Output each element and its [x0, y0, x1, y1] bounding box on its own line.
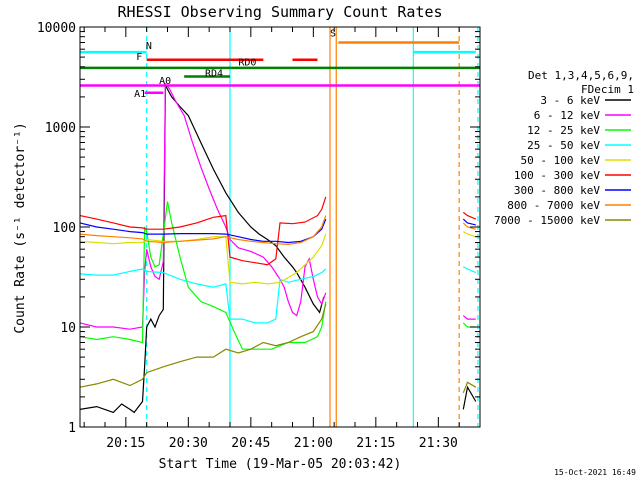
y-axis-label: Count Rate (s⁻¹ detector⁻¹): [13, 122, 28, 333]
series-line-5: [79, 196, 327, 266]
right-edge-series-8: [462, 385, 477, 410]
annotation-F: F: [136, 52, 142, 63]
annotation-RD4: RD4: [205, 68, 223, 79]
right-edge-series-3: [462, 231, 476, 238]
right-edge-series-1: [462, 218, 476, 226]
x-axis-label: Start Time (19-Mar-05 20:03:42): [159, 457, 402, 472]
legend-entry-label: 12 - 25 keV: [527, 124, 600, 137]
y-tick-label: 1: [68, 421, 76, 436]
series-line-1: [79, 82, 327, 330]
chart-title: RHESSI Observing Summary Count Rates: [117, 3, 442, 21]
legend-entry-label: 7000 - 15000 keV: [494, 214, 600, 227]
annotation-A1: A1: [134, 89, 146, 100]
right-edge-series-5: [462, 315, 476, 320]
x-tick-label: 21:15: [356, 436, 395, 451]
series-line-3: [79, 268, 327, 324]
axes: 1 10 100 1000 10000 20:15 20:30 20:45 21:00 21:15…: [37, 21, 481, 451]
x-tick-label: 20:30: [169, 436, 208, 451]
legend-entry-label: 25 - 50 keV: [527, 139, 600, 152]
right-edge-series-2: [462, 222, 476, 230]
y-tick-label: 10000: [37, 21, 76, 36]
right-edge-series-0: [462, 211, 477, 220]
series-line-4: [79, 233, 327, 285]
series-line-0: [79, 83, 325, 414]
x-tick-label: 21:30: [419, 436, 458, 451]
right-edge-series-6: [462, 322, 476, 328]
legend-entry-label: 6 - 12 keV: [534, 109, 601, 122]
y-tick-label: 1000: [45, 121, 76, 136]
right-edge-series-4: [463, 266, 477, 274]
legend-header-line: Det 1,3,4,5,6,9,: [528, 69, 634, 82]
legend-entry-label: 3 - 6 keV: [540, 94, 600, 107]
annotation-S: S: [330, 29, 336, 40]
legend-entry-label: 50 - 100 keV: [521, 154, 601, 167]
series-line-8: [79, 303, 327, 388]
legend-entry-label: 800 - 7000 keV: [507, 199, 600, 212]
legend-header-line: FDecim 1: [581, 83, 634, 96]
series-line-6: [79, 218, 327, 244]
footer-timestamp: 15-Oct-2021 16:49: [554, 468, 636, 477]
annotation-N: N: [146, 41, 152, 52]
plot-area: NF RD0 RD4 S A1 A0: [79, 27, 480, 427]
x-tick-label: 20:45: [231, 436, 270, 451]
annotation-RD0: RD0: [238, 58, 256, 69]
y-tick-label: 10: [60, 321, 76, 336]
x-tick-label: 21:00: [294, 436, 333, 451]
x-tick-label: 20:15: [106, 436, 145, 451]
right-edge-series-7: [462, 381, 477, 394]
annotation-A0: A0: [159, 76, 171, 87]
y-tick-label: 100: [53, 221, 76, 236]
legend: Det 1,3,4,5,6,9,FDecim 13 - 6 keV 6 - 12 …: [494, 69, 634, 227]
legend-entry-label: 100 - 300 keV: [514, 169, 600, 182]
series-line-2: [79, 201, 327, 350]
legend-entry-label: 300 - 800 keV: [514, 184, 600, 197]
series-line-7: [79, 215, 327, 246]
